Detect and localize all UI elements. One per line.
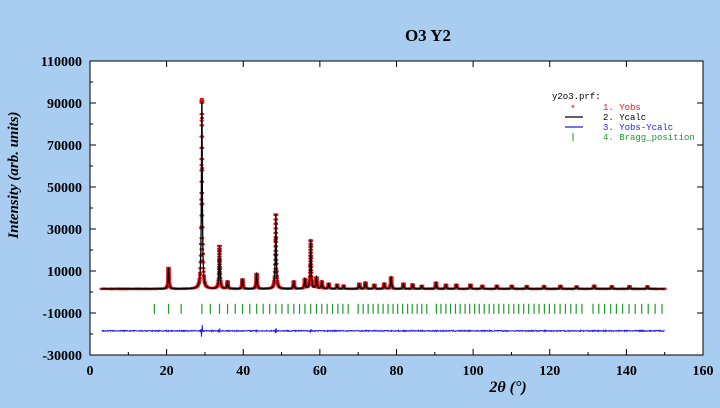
legend-file-label: y2o3.prf:: [552, 92, 601, 102]
ycalc-series: [101, 100, 665, 290]
x-tick-labels: 0 20 40 60 80 100 120 140 160: [87, 364, 714, 379]
x-tick-label: 0: [87, 364, 94, 379]
x-tick-label: 140: [616, 364, 637, 379]
y-tick-label: 10000: [47, 265, 82, 280]
y-tick-label: 50000: [47, 181, 82, 196]
x-axis-label: 2θ (°): [488, 379, 526, 396]
x-tick-label: 40: [236, 364, 250, 379]
legend-star-marker: *: [570, 104, 576, 116]
y-tick-label: 30000: [47, 223, 82, 238]
x-tick-label: 160: [693, 364, 714, 379]
x-tick-label: 100: [463, 364, 484, 379]
legend-label: 1. Yobs: [603, 103, 641, 113]
y-tick-label: 110000: [41, 55, 82, 70]
legend-label: 4. Bragg_position: [603, 133, 695, 143]
chart-title: O3 Y2: [405, 26, 451, 45]
y-tick-label: 70000: [47, 139, 82, 154]
y-tick-labels: -30000 -10000 10000 30000 50000 70000 90000 110…: [41, 55, 82, 364]
legend-entry: 4. Bragg_position: [572, 133, 695, 143]
legend-entry: * 1. Yobs: [570, 103, 641, 116]
legend-label: 3. Yobs-Ycalc: [603, 123, 673, 133]
legend-entry: 3. Yobs-Ycalc: [565, 123, 673, 133]
legend-label: 2. Ycalc: [603, 113, 646, 123]
y-axis-label: Intensity (arb. units): [6, 111, 22, 239]
y-tick-label: 90000: [47, 97, 82, 112]
calculated-curve-layer: [101, 100, 665, 290]
plot-area: [89, 60, 704, 356]
x-tick-label: 60: [313, 364, 327, 379]
difference-series: [101, 324, 665, 337]
x-tick-label: 120: [539, 364, 560, 379]
legend-entry: 2. Ycalc: [565, 113, 646, 123]
x-tick-label: 20: [160, 364, 174, 379]
y-tick-label: -30000: [42, 349, 82, 364]
bragg-markers: [153, 303, 663, 314]
difference-curve-layer: [101, 324, 665, 337]
y-tick-label: -10000: [42, 307, 82, 322]
axis-ticks: [89, 60, 704, 356]
x-tick-label: 80: [390, 364, 404, 379]
